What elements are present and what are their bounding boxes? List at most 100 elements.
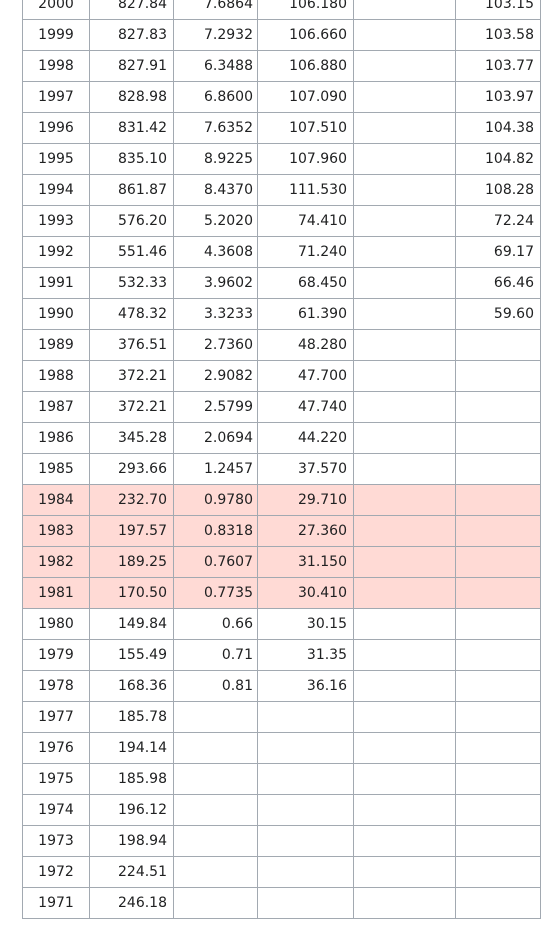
cell-col-5 (455, 825, 541, 857)
cell-col-1: 372.21 (89, 391, 174, 423)
cell-col-4 (353, 19, 456, 51)
cell-col-5 (455, 546, 541, 578)
cell-col-4 (353, 298, 456, 330)
cell-col-1: 372.21 (89, 360, 174, 392)
cell-col-5 (455, 608, 541, 640)
cell-col-5: 59.60 (455, 298, 541, 330)
cell-col-3: 107.510 (257, 112, 354, 144)
cell-col-4 (353, 453, 456, 485)
cell-year: 1977 (22, 701, 90, 733)
cell-col-3: 30.410 (257, 577, 354, 609)
cell-col-4 (353, 794, 456, 826)
cell-col-4 (353, 887, 456, 919)
cell-col-3 (257, 763, 354, 795)
cell-col-5: 66.46 (455, 267, 541, 299)
cell-col-2: 3.9602 (173, 267, 258, 299)
cell-col-1: 189.25 (89, 546, 174, 578)
cell-col-3: 107.960 (257, 143, 354, 175)
cell-col-4 (353, 267, 456, 299)
cell-col-5: 69.17 (455, 236, 541, 268)
cell-col-1: 827.84 (89, 0, 174, 20)
cell-col-4 (353, 515, 456, 547)
cell-col-5 (455, 794, 541, 826)
data-table: 2000 827.84 7.6864 106.180 103.15 1999 827.83 7… (22, 0, 541, 919)
cell-col-4 (353, 856, 456, 888)
cell-col-4 (353, 391, 456, 423)
cell-year: 1993 (22, 205, 90, 237)
cell-col-5 (455, 484, 541, 516)
cell-col-1: 831.42 (89, 112, 174, 144)
cell-col-1: 827.91 (89, 50, 174, 82)
cell-year: 1973 (22, 825, 90, 857)
cell-col-3: 107.090 (257, 81, 354, 113)
cell-col-2 (173, 732, 258, 764)
cell-year: 1987 (22, 391, 90, 423)
cell-col-3: 44.220 (257, 422, 354, 454)
table-row: 1989 376.51 2.7360 48.280 (22, 329, 541, 361)
cell-col-3: 106.660 (257, 19, 354, 51)
cell-col-3: 61.390 (257, 298, 354, 330)
cell-col-2: 1.2457 (173, 453, 258, 485)
cell-col-3: 37.570 (257, 453, 354, 485)
cell-col-1: 827.83 (89, 19, 174, 51)
cell-col-5: 103.58 (455, 19, 541, 51)
cell-year: 1991 (22, 267, 90, 299)
cell-col-2: 6.3488 (173, 50, 258, 82)
cell-col-2: 6.8600 (173, 81, 258, 113)
cell-col-1: 246.18 (89, 887, 174, 919)
cell-col-1: 293.66 (89, 453, 174, 485)
cell-col-3: 31.35 (257, 639, 354, 671)
cell-col-5 (455, 329, 541, 361)
cell-col-1: 478.32 (89, 298, 174, 330)
cell-col-4 (353, 577, 456, 609)
cell-col-3: 29.710 (257, 484, 354, 516)
cell-year: 1995 (22, 143, 90, 175)
cell-col-1: 185.98 (89, 763, 174, 795)
cell-col-3: 47.700 (257, 360, 354, 392)
cell-col-2: 0.8318 (173, 515, 258, 547)
cell-col-4 (353, 763, 456, 795)
cell-col-4 (353, 608, 456, 640)
cell-col-1: 198.94 (89, 825, 174, 857)
table-row: 1984 232.70 0.9780 29.710 (22, 484, 541, 516)
cell-col-5 (455, 422, 541, 454)
cell-col-1: 155.49 (89, 639, 174, 671)
table-row: 1994 861.87 8.4370 111.530 108.28 (22, 174, 541, 206)
cell-col-3: 106.880 (257, 50, 354, 82)
cell-col-4 (353, 422, 456, 454)
cell-col-2: 7.6352 (173, 112, 258, 144)
cell-col-3: 31.150 (257, 546, 354, 578)
cell-year: 1981 (22, 577, 90, 609)
cell-col-4 (353, 236, 456, 268)
table-row: 1976 194.14 (22, 732, 541, 764)
cell-col-5: 72.24 (455, 205, 541, 237)
cell-year: 1997 (22, 81, 90, 113)
cell-year: 1988 (22, 360, 90, 392)
table-row: 1986 345.28 2.0694 44.220 (22, 422, 541, 454)
cell-year: 1974 (22, 794, 90, 826)
cell-col-2: 4.3608 (173, 236, 258, 268)
cell-col-1: 532.33 (89, 267, 174, 299)
cell-col-5: 104.38 (455, 112, 541, 144)
cell-col-2: 7.6864 (173, 0, 258, 20)
table-row: 1981 170.50 0.7735 30.410 (22, 577, 541, 609)
cell-col-4 (353, 639, 456, 671)
cell-col-2: 7.2932 (173, 19, 258, 51)
cell-col-2 (173, 794, 258, 826)
table-row: 1972 224.51 (22, 856, 541, 888)
cell-year: 1984 (22, 484, 90, 516)
table-row: 1973 198.94 (22, 825, 541, 857)
cell-col-3 (257, 825, 354, 857)
cell-col-4 (353, 546, 456, 578)
cell-col-5 (455, 391, 541, 423)
cell-col-2: 2.7360 (173, 329, 258, 361)
cell-col-5 (455, 360, 541, 392)
cell-col-5 (455, 453, 541, 485)
table-row: 1978 168.36 0.81 36.16 (22, 670, 541, 702)
cell-year: 1972 (22, 856, 90, 888)
cell-col-1: 576.20 (89, 205, 174, 237)
cell-col-3 (257, 856, 354, 888)
cell-col-4 (353, 825, 456, 857)
cell-col-5 (455, 515, 541, 547)
cell-col-4 (353, 174, 456, 206)
